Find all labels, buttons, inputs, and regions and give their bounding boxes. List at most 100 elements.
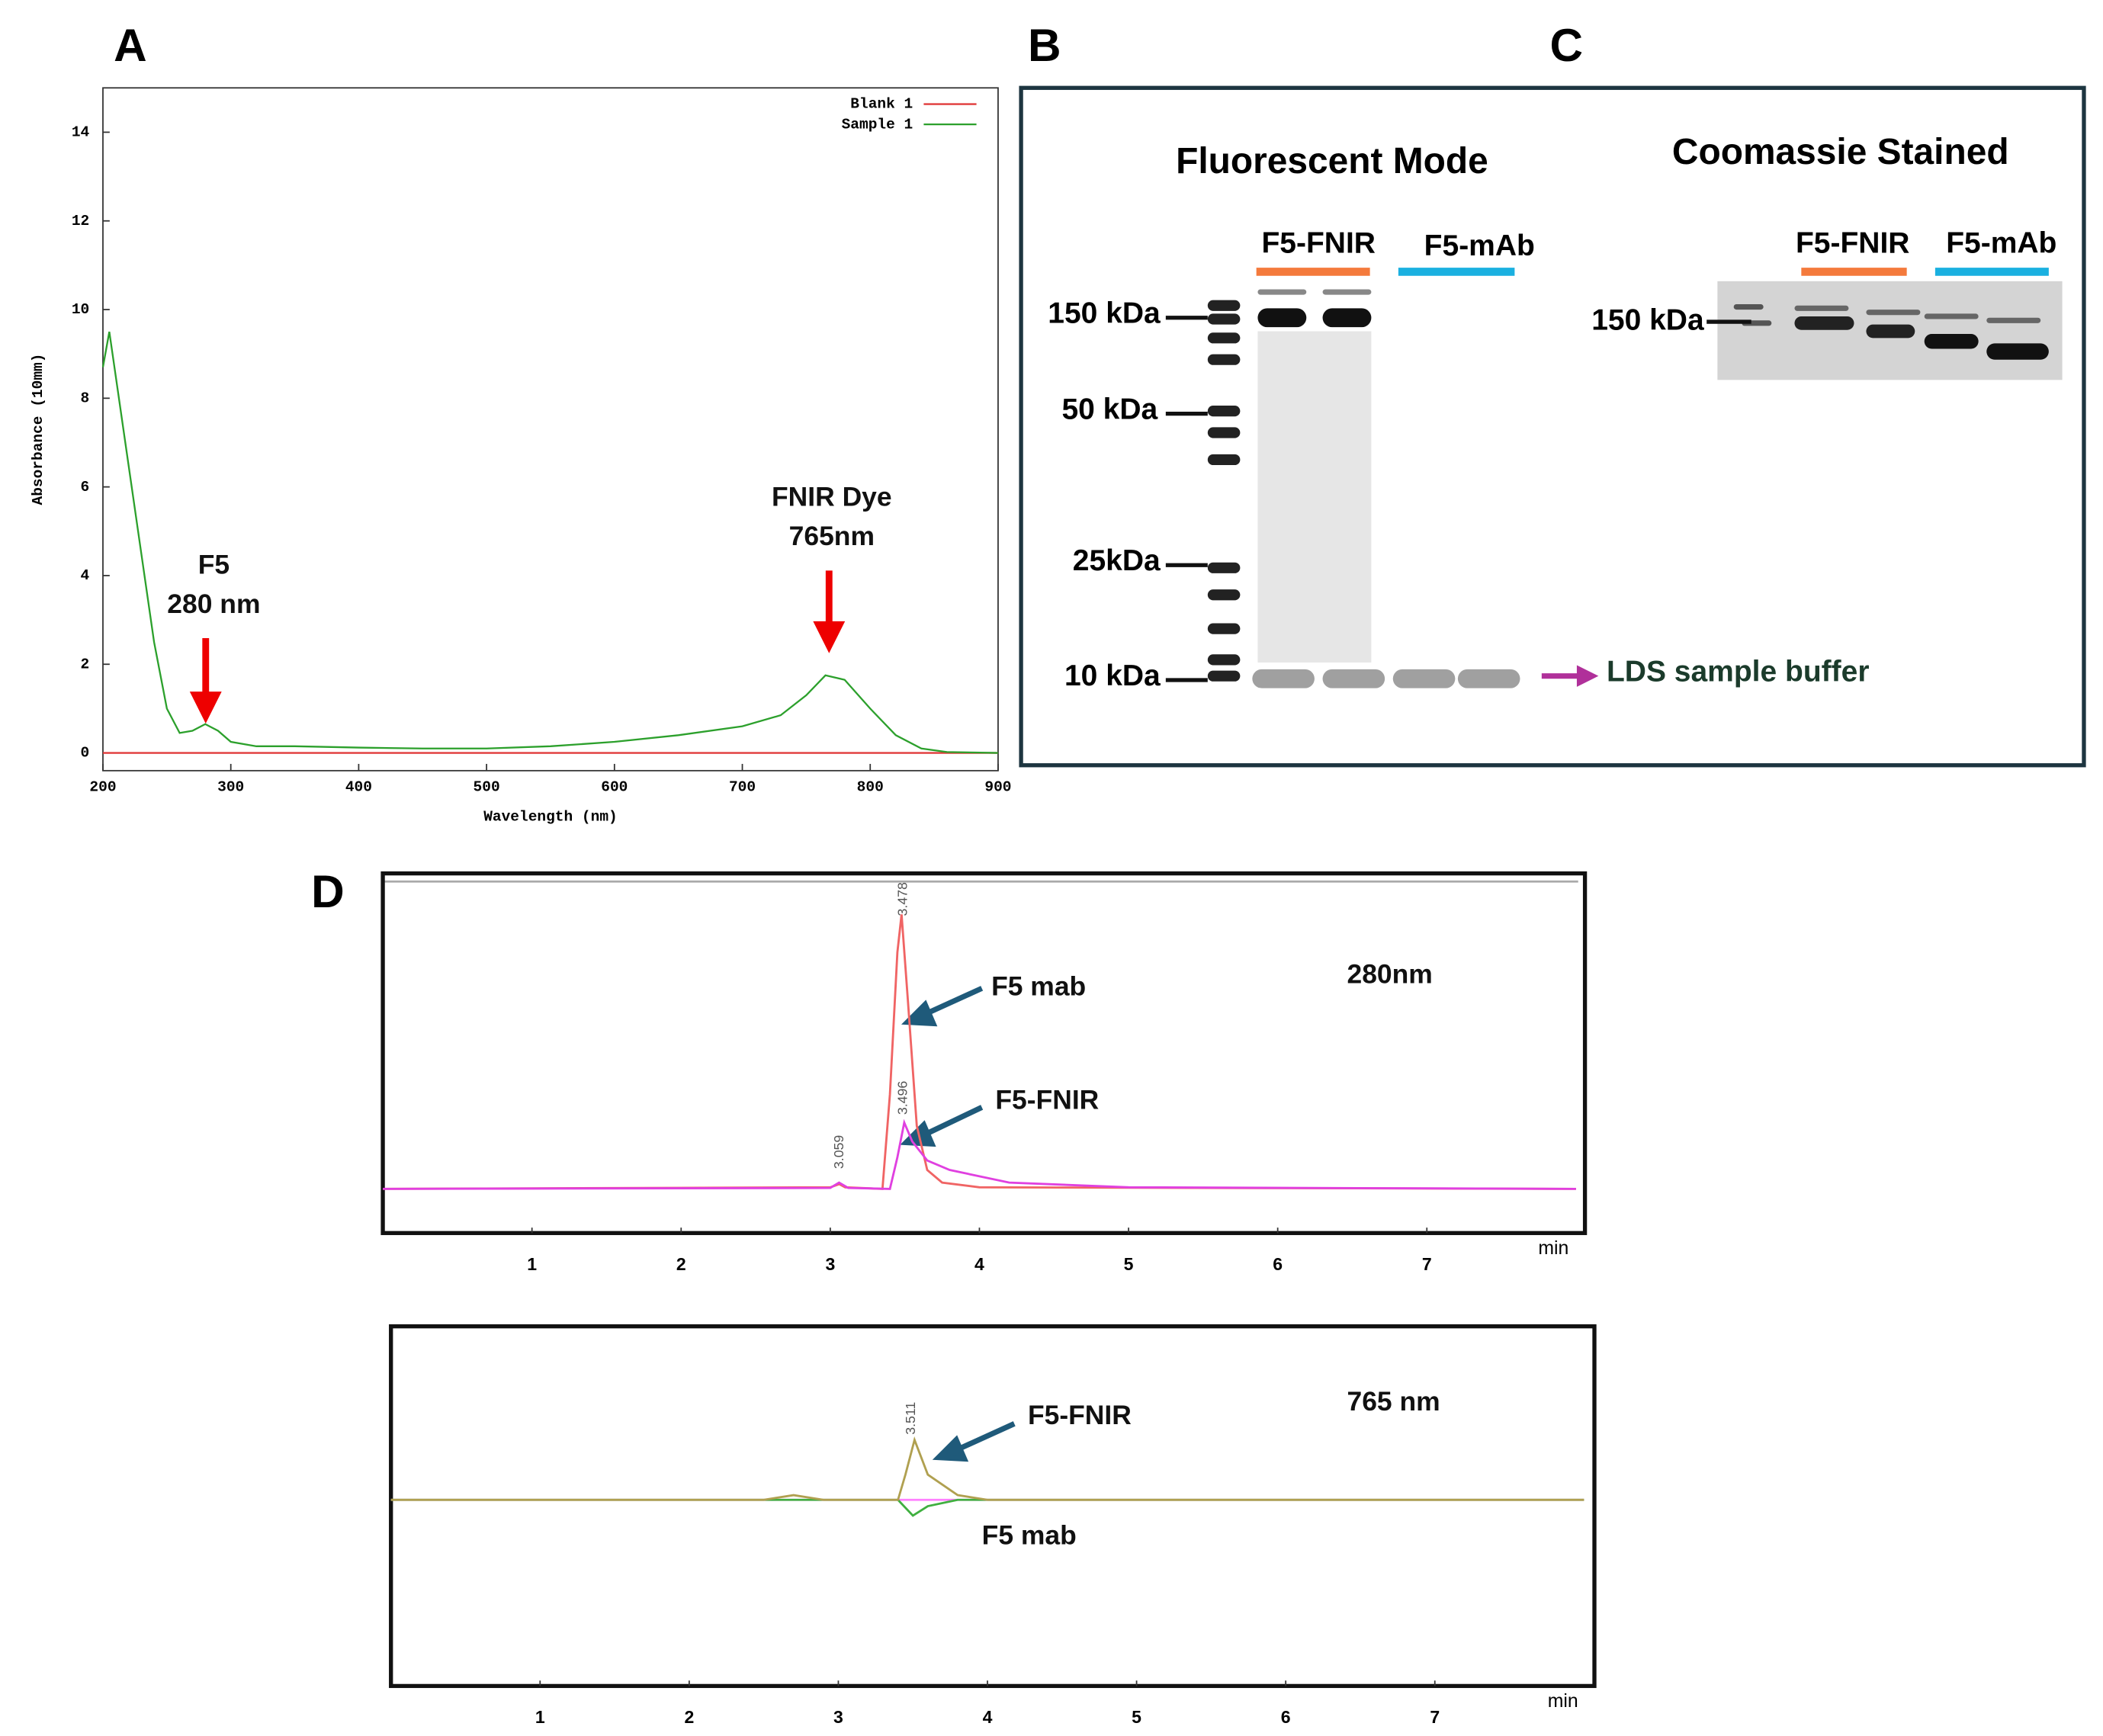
band	[1794, 305, 1849, 311]
panel-label: C	[1549, 19, 1583, 71]
arrow	[921, 1105, 984, 1138]
series-line	[383, 914, 1576, 1190]
marker-label: 50 kDa	[1061, 393, 1157, 425]
arrow-head	[189, 692, 222, 724]
x-axis-label: min	[1538, 1238, 1568, 1259]
x-tick-label: 1	[527, 1254, 537, 1274]
annotation: F5-FNIR	[1028, 1400, 1132, 1430]
x-tick-label: 1	[535, 1707, 545, 1727]
lane-label: F5-FNIR	[1796, 226, 1910, 259]
lane-label: F5-mAb	[1946, 226, 2056, 259]
band	[1207, 589, 1241, 601]
plot-frame	[380, 871, 1588, 1235]
gel-image	[1165, 268, 2063, 688]
band	[1924, 313, 1979, 319]
band	[1207, 427, 1241, 438]
annotation: 765 nm	[1347, 1386, 1440, 1417]
legend-label: Blank 1	[850, 96, 913, 113]
marker-label: 150 kDa	[1591, 303, 1704, 336]
x-axis-label: min	[1548, 1691, 1578, 1712]
band	[1866, 310, 1921, 316]
lane-bar	[1398, 268, 1515, 276]
band	[1733, 304, 1764, 310]
series-line	[390, 1436, 1584, 1501]
x-tick-label: 3	[825, 1254, 835, 1274]
y-tick-label: 12	[72, 213, 89, 229]
band	[1207, 654, 1241, 666]
annotation: F5 mab	[982, 1520, 1077, 1551]
x-tick-label: 200	[89, 778, 116, 795]
x-tick-label: 300	[217, 778, 244, 795]
arrow-head	[901, 1000, 938, 1027]
plot-frame	[102, 87, 999, 772]
arrow	[921, 986, 984, 1019]
band	[1322, 308, 1372, 328]
gel-title: Fluorescent Mode	[1176, 141, 1488, 181]
arrow-head	[932, 1435, 969, 1462]
band	[1322, 289, 1372, 295]
marker-label: 25kDa	[1073, 544, 1161, 577]
x-tick-label: 800	[857, 778, 884, 795]
band	[1207, 354, 1241, 365]
band	[1207, 313, 1241, 325]
annotation: 765nm	[789, 521, 875, 551]
annotation: F5	[198, 549, 230, 579]
peak-label: 3.059	[831, 1135, 846, 1169]
series-line	[101, 331, 998, 754]
band	[1207, 406, 1241, 417]
x-tick-label: 600	[601, 778, 628, 795]
x-tick-label: 7	[1430, 1707, 1440, 1727]
x-tick-label: 6	[1273, 1254, 1283, 1274]
lane-bar	[1934, 268, 2049, 276]
x-tick-label: 2	[684, 1707, 694, 1727]
arrows	[900, 986, 1016, 1462]
x-tick-label: 4	[974, 1254, 984, 1274]
gel-frame	[1019, 85, 2086, 768]
band	[1866, 324, 1915, 339]
y-tick-label: 2	[81, 656, 90, 672]
annotation: FNIR Dye	[772, 482, 892, 512]
panel-label: D	[311, 865, 345, 917]
band	[1392, 669, 1456, 688]
y-tick-label: 14	[72, 124, 90, 141]
y-tick-label: 4	[81, 567, 90, 584]
smear	[1257, 331, 1372, 663]
x-tick-label: 5	[1124, 1254, 1134, 1274]
band	[1257, 289, 1307, 295]
band	[1986, 343, 2049, 360]
panel-label: B	[1028, 19, 1061, 71]
marker-label: 150 kDa	[1048, 297, 1161, 330]
band	[1252, 669, 1315, 688]
series-line	[383, 1118, 1576, 1190]
plot-frame	[389, 1324, 1597, 1689]
annotation: 280 nm	[167, 589, 260, 619]
x-tick-label: 2	[676, 1254, 686, 1274]
band	[1794, 316, 1854, 330]
series-line	[390, 1498, 1584, 1517]
y-tick-label: 6	[81, 479, 90, 496]
band	[1986, 317, 2041, 323]
band	[1207, 562, 1241, 573]
arrow	[953, 1421, 1016, 1454]
band	[1207, 623, 1241, 634]
x-tick-label: 3	[833, 1707, 843, 1727]
peak-label: 3.496	[895, 1081, 910, 1115]
lane-label: F5-mAb	[1424, 229, 1535, 262]
arrow-head	[813, 621, 846, 653]
peak-label: 3.511	[903, 1402, 918, 1435]
gel-title: Coomassie Stained	[1672, 132, 2009, 172]
annotation: F5-FNIR	[995, 1085, 1099, 1115]
lane-label: F5-FNIR	[1261, 226, 1376, 259]
lane-bar	[1256, 268, 1370, 276]
band	[1207, 670, 1241, 682]
y-tick-label: 10	[72, 301, 89, 318]
annotation: F5 mab	[991, 971, 1086, 1002]
band	[1322, 669, 1385, 688]
arrow-head	[1576, 665, 1599, 687]
y-axis-label: Absorbance (10mm)	[30, 354, 47, 505]
arrows	[189, 570, 846, 724]
band	[1924, 334, 1979, 349]
marker-label: 10 kDa	[1064, 659, 1161, 692]
